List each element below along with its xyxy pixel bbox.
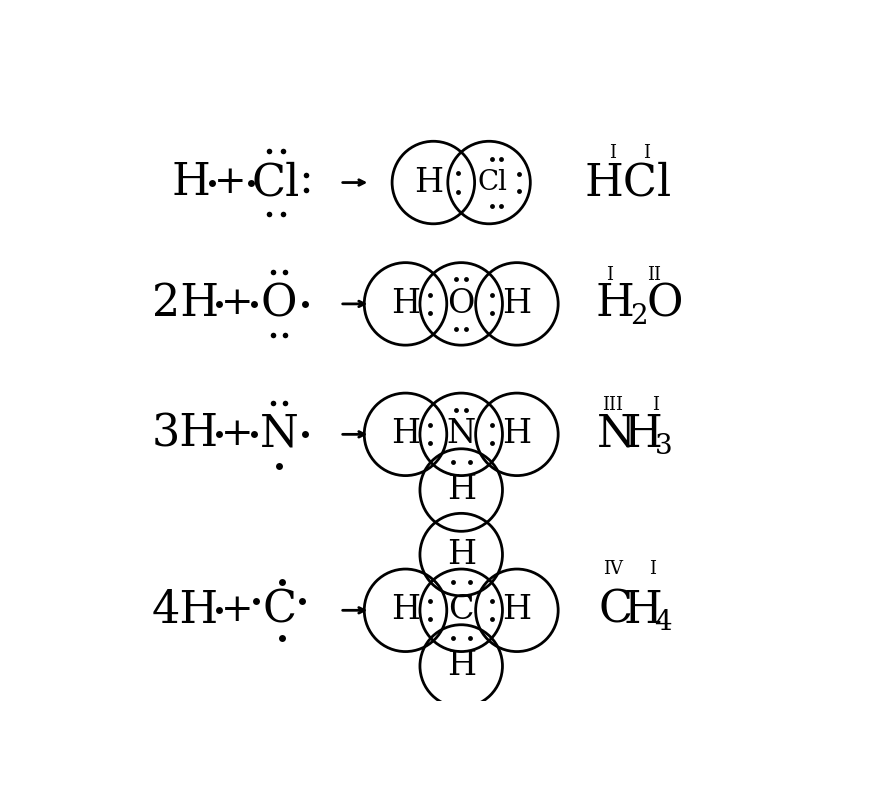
Text: 3H: 3H bbox=[152, 413, 219, 456]
Text: H: H bbox=[502, 594, 531, 626]
Text: H: H bbox=[172, 161, 211, 204]
Text: N: N bbox=[260, 413, 299, 456]
Text: Cl: Cl bbox=[477, 169, 507, 196]
Text: H: H bbox=[624, 413, 662, 456]
Text: H: H bbox=[595, 282, 634, 325]
Text: IV: IV bbox=[603, 560, 623, 578]
Text: C: C bbox=[599, 589, 633, 632]
Text: H: H bbox=[447, 474, 476, 506]
Text: III: III bbox=[603, 396, 623, 414]
Text: H: H bbox=[447, 539, 476, 571]
Text: 2H: 2H bbox=[152, 282, 219, 325]
Text: N: N bbox=[596, 413, 636, 456]
Text: 4: 4 bbox=[654, 609, 672, 636]
Text: I: I bbox=[606, 266, 613, 284]
Text: +: + bbox=[215, 164, 247, 201]
Text: O: O bbox=[646, 282, 683, 325]
Text: O: O bbox=[448, 288, 475, 320]
Text: I: I bbox=[610, 144, 616, 162]
Text: 2: 2 bbox=[630, 303, 648, 329]
Text: H: H bbox=[391, 594, 420, 626]
Text: +: + bbox=[221, 592, 253, 629]
Text: H: H bbox=[414, 166, 443, 199]
Text: I: I bbox=[652, 396, 659, 414]
Text: H: H bbox=[502, 288, 531, 320]
Text: II: II bbox=[646, 266, 661, 284]
Text: Cl: Cl bbox=[252, 161, 300, 204]
Text: H: H bbox=[624, 589, 662, 632]
Text: I: I bbox=[649, 560, 656, 578]
Text: +: + bbox=[221, 416, 253, 453]
Text: H: H bbox=[391, 288, 420, 320]
Text: H: H bbox=[447, 650, 476, 682]
Text: C: C bbox=[449, 594, 474, 626]
Text: N: N bbox=[447, 418, 476, 451]
Text: I: I bbox=[643, 144, 650, 162]
Text: C: C bbox=[262, 589, 296, 632]
Text: HCl: HCl bbox=[585, 161, 671, 204]
Text: 3: 3 bbox=[654, 433, 672, 460]
Text: O: O bbox=[261, 282, 298, 325]
Text: H: H bbox=[502, 418, 531, 451]
Text: 4H: 4H bbox=[151, 589, 219, 632]
Text: +: + bbox=[221, 285, 253, 322]
Text: H: H bbox=[391, 418, 420, 451]
